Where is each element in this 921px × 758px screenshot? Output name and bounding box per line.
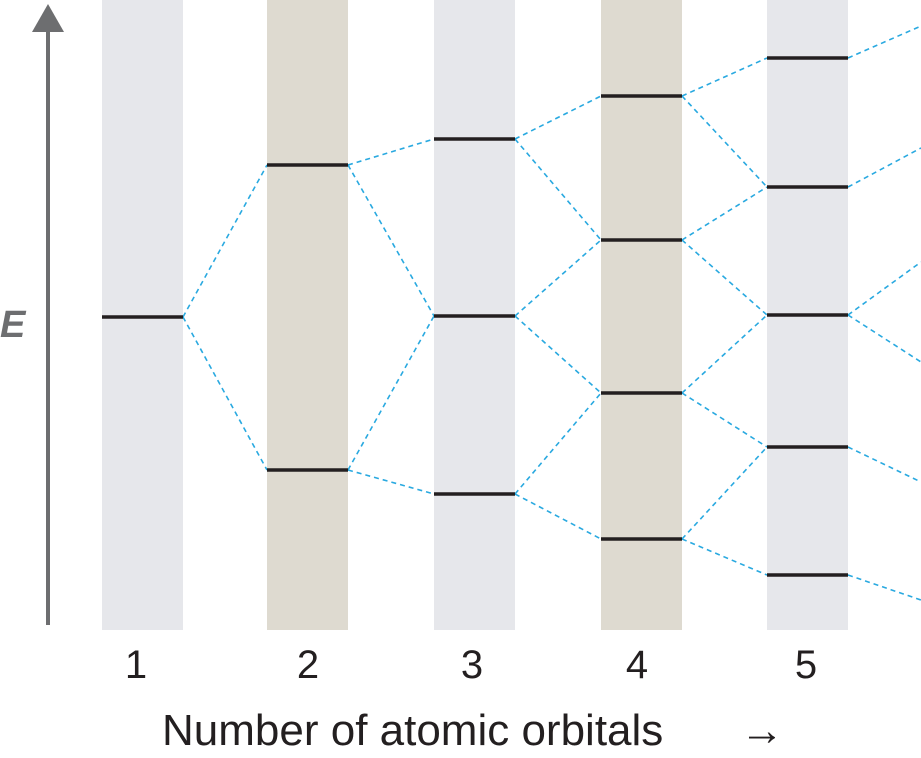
connector-line: [681, 95, 768, 188]
connector-line: [182, 316, 268, 471]
connector-line: [514, 138, 602, 241]
connector-line: [681, 392, 768, 448]
energy-axis: E: [0, 4, 64, 625]
column-band-4: [601, 0, 682, 630]
column-band-2: [267, 0, 348, 630]
connector-lines: [182, 25, 921, 601]
connector-line-offscreen: [847, 147, 921, 188]
connector-line: [681, 538, 768, 576]
energy-axis-arrowhead: [32, 4, 64, 32]
column-label-3: 3: [461, 643, 483, 687]
connector-line-offscreen: [847, 446, 921, 483]
connector-line: [347, 469, 435, 495]
connector-line: [347, 164, 435, 317]
connector-line-offscreen: [847, 261, 921, 316]
connector-line: [514, 239, 602, 317]
connector-line: [514, 392, 602, 495]
connector-line: [681, 57, 768, 97]
connector-line: [681, 446, 768, 540]
connector-line: [514, 315, 602, 394]
connector-line: [182, 164, 268, 318]
connector-line: [514, 95, 602, 140]
column-labels: 1 2 3 4 5: [125, 643, 817, 687]
connector-line: [514, 493, 602, 540]
column-label-5: 5: [795, 643, 817, 687]
x-axis-arrow: →: [740, 706, 784, 755]
connector-line-offscreen: [847, 574, 921, 601]
energy-axis-label: E: [0, 304, 27, 346]
connector-line-offscreen: [847, 314, 921, 363]
connector-line: [681, 314, 768, 394]
column-band-1: [102, 0, 183, 630]
connector-line-offscreen: [847, 25, 921, 59]
connector-line: [347, 138, 435, 166]
connector-line: [681, 186, 768, 241]
column-label-1: 1: [125, 643, 147, 687]
x-axis-title: Number of atomic orbitals: [162, 706, 663, 755]
column-label-2: 2: [297, 643, 319, 687]
connector-line: [347, 315, 435, 471]
energy-levels: [102, 56, 848, 577]
column-label-4: 4: [626, 643, 648, 687]
connector-line: [681, 239, 768, 316]
